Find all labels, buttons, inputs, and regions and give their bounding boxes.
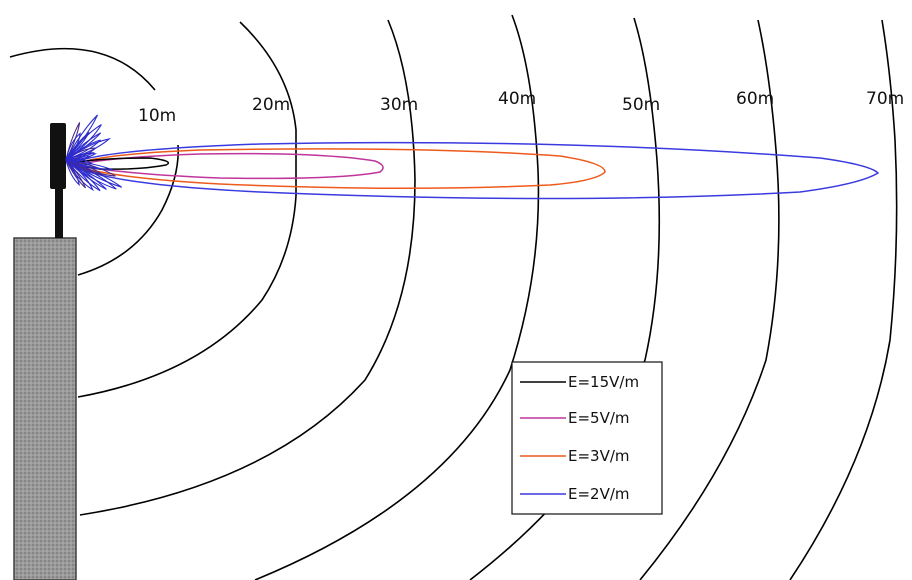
radiation-lobe bbox=[65, 153, 98, 161]
legend-label-2vm: E=2V/m bbox=[568, 485, 630, 503]
radiation-lobe bbox=[65, 159, 114, 171]
radiation-lobe bbox=[65, 159, 95, 192]
distance-label-60m: 60m bbox=[736, 89, 774, 109]
radiation-lobe bbox=[65, 159, 87, 189]
distance-label-20m: 20m bbox=[252, 95, 290, 115]
distance-label-30m: 30m bbox=[380, 95, 418, 115]
distance-arc-30m bbox=[79, 19, 416, 516]
radiation-lobe bbox=[65, 114, 99, 161]
distance-arc-10m bbox=[77, 144, 179, 276]
radiation-lobe bbox=[65, 131, 90, 161]
contour-5vm bbox=[75, 152, 384, 180]
radiation-lobe bbox=[65, 159, 116, 177]
distance-label-40m: 40m bbox=[498, 89, 536, 109]
distance-arc-40m bbox=[254, 14, 540, 580]
radiation-lobe bbox=[65, 159, 123, 188]
distance-label-70m: 70m bbox=[866, 89, 904, 109]
distance-labels: 10m 20m 30m 40m 50m 60m 70m bbox=[138, 89, 904, 126]
legend-label-3vm: E=3V/m bbox=[568, 447, 630, 465]
radiation-lobe bbox=[65, 138, 112, 161]
distance-label-10m: 10m bbox=[138, 106, 176, 126]
legend-label-15vm: E=15V/m bbox=[568, 373, 639, 391]
contour-3vm bbox=[69, 148, 606, 190]
distance-arc-70m bbox=[789, 19, 898, 580]
near-field-pattern bbox=[65, 114, 123, 192]
legend-box bbox=[511, 361, 663, 515]
antenna-panel bbox=[50, 123, 66, 189]
radiation-lobe bbox=[65, 122, 81, 161]
antenna-mast bbox=[55, 180, 63, 238]
distance-label-50m: 50m bbox=[622, 95, 660, 115]
radiation-lobe bbox=[65, 132, 81, 161]
distance-arc-60m bbox=[639, 19, 780, 580]
distance-arc-5m bbox=[9, 47, 156, 91]
legend-label-5vm: E=5V/m bbox=[568, 409, 630, 427]
building bbox=[13, 237, 77, 580]
contour-2vm bbox=[68, 141, 880, 200]
legend: E=15V/m E=5V/m E=3V/m E=2V/m bbox=[511, 361, 663, 515]
radiation-lobe bbox=[65, 159, 80, 187]
field-contours bbox=[68, 141, 880, 200]
distance-arc-20m bbox=[77, 21, 297, 398]
